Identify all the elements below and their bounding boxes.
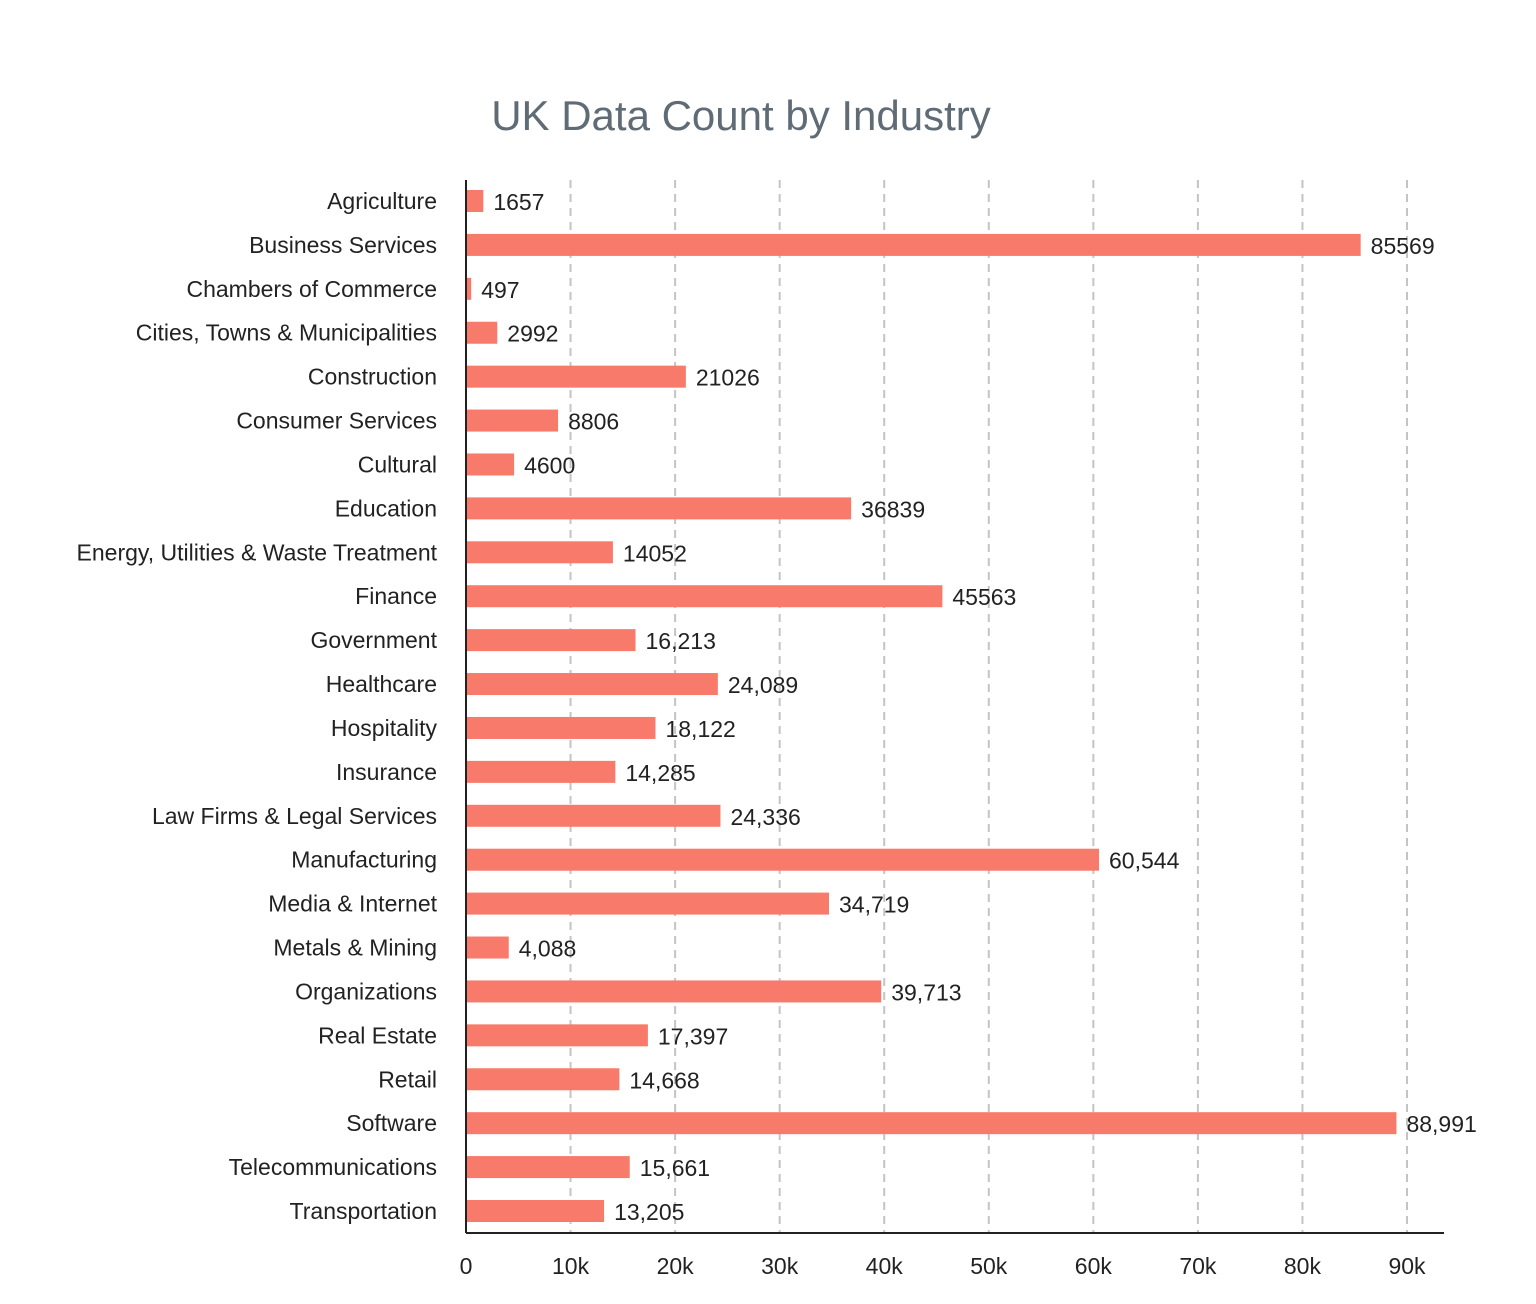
category-label: Organizations	[295, 978, 437, 1004]
category-label: Education	[335, 495, 437, 521]
data-label: 497	[481, 277, 519, 303]
category-label: Insurance	[336, 759, 437, 785]
data-label: 85569	[1371, 233, 1435, 259]
data-label: 36839	[861, 496, 925, 522]
bar	[466, 1024, 648, 1047]
bar	[466, 1112, 1397, 1135]
data-label: 88,991	[1406, 1111, 1476, 1137]
bar	[466, 585, 943, 608]
category-label: Telecommunications	[229, 1154, 437, 1180]
category-label: Government	[310, 627, 437, 653]
data-label: 34,719	[839, 892, 909, 918]
category-label: Business Services	[249, 232, 437, 258]
x-tick-label: 50k	[970, 1253, 1008, 1279]
x-tick-label: 10k	[552, 1253, 590, 1279]
x-tick-label: 30k	[761, 1253, 799, 1279]
data-label: 1657	[493, 189, 544, 215]
bar	[466, 892, 830, 915]
data-label: 15,661	[640, 1155, 710, 1181]
bar	[466, 1068, 620, 1091]
category-label: Retail	[378, 1066, 437, 1092]
category-label: Consumer Services	[236, 408, 437, 434]
category-label: Metals & Mining	[273, 935, 437, 961]
data-label: 2992	[507, 321, 558, 347]
bar	[466, 629, 636, 652]
bar	[466, 673, 718, 696]
x-tick-label: 40k	[866, 1253, 904, 1279]
x-tick-label: 90k	[1388, 1253, 1426, 1279]
bar	[466, 190, 484, 212]
data-label: 17,397	[658, 1023, 728, 1049]
data-label: 4,088	[519, 936, 577, 962]
data-label: 60,544	[1109, 848, 1180, 874]
bar	[466, 497, 852, 520]
bar	[466, 409, 559, 432]
bar	[466, 716, 656, 739]
bar	[466, 453, 515, 476]
category-label: Media & Internet	[268, 891, 437, 917]
bar	[466, 541, 613, 564]
category-label: Manufacturing	[291, 847, 437, 873]
bar	[466, 1200, 605, 1222]
data-label: 18,122	[665, 716, 735, 742]
bar	[466, 980, 882, 1003]
bar	[466, 848, 1100, 871]
category-label: Software	[346, 1110, 437, 1136]
chart-title: UK Data Count by Industry	[491, 92, 991, 139]
x-tick-label: 80k	[1284, 1253, 1322, 1279]
data-label: 16,213	[646, 628, 716, 654]
data-label: 45563	[952, 584, 1016, 610]
bar	[466, 321, 498, 344]
x-tick-label: 70k	[1179, 1253, 1217, 1279]
category-label: Law Firms & Legal Services	[152, 803, 437, 829]
x-tick-label: 20k	[657, 1253, 695, 1279]
category-label: Construction	[308, 364, 437, 390]
category-label: Cultural	[358, 451, 437, 477]
x-tick-label: 60k	[1075, 1253, 1113, 1279]
category-label: Cities, Towns & Municipalities	[136, 320, 437, 346]
category-label: Transportation	[290, 1198, 437, 1224]
bar	[466, 365, 686, 388]
bar	[466, 233, 1361, 256]
bar	[466, 804, 721, 827]
category-label: Hospitality	[331, 715, 438, 741]
category-label: Healthcare	[326, 671, 437, 697]
data-label: 21026	[696, 365, 760, 391]
bar	[466, 936, 509, 959]
data-label: 39,713	[891, 979, 961, 1005]
data-label: 14,668	[629, 1067, 699, 1093]
category-label: Energy, Utilities & Waste Treatment	[77, 539, 438, 565]
data-label: 8806	[568, 409, 619, 435]
data-label: 24,089	[728, 672, 798, 698]
category-label: Real Estate	[318, 1022, 437, 1048]
bar	[466, 277, 472, 300]
category-label: Agriculture	[327, 188, 437, 214]
data-label: 14052	[623, 540, 687, 566]
x-tick-label: 0	[460, 1253, 473, 1279]
data-label: 14,285	[625, 760, 695, 786]
bar	[466, 760, 616, 783]
bar	[466, 1156, 630, 1179]
data-label: 13,205	[614, 1199, 684, 1225]
data-label: 24,336	[730, 804, 800, 830]
category-label: Chambers of Commerce	[186, 276, 437, 302]
data-label: 4600	[524, 452, 575, 478]
category-label: Finance	[355, 583, 437, 609]
